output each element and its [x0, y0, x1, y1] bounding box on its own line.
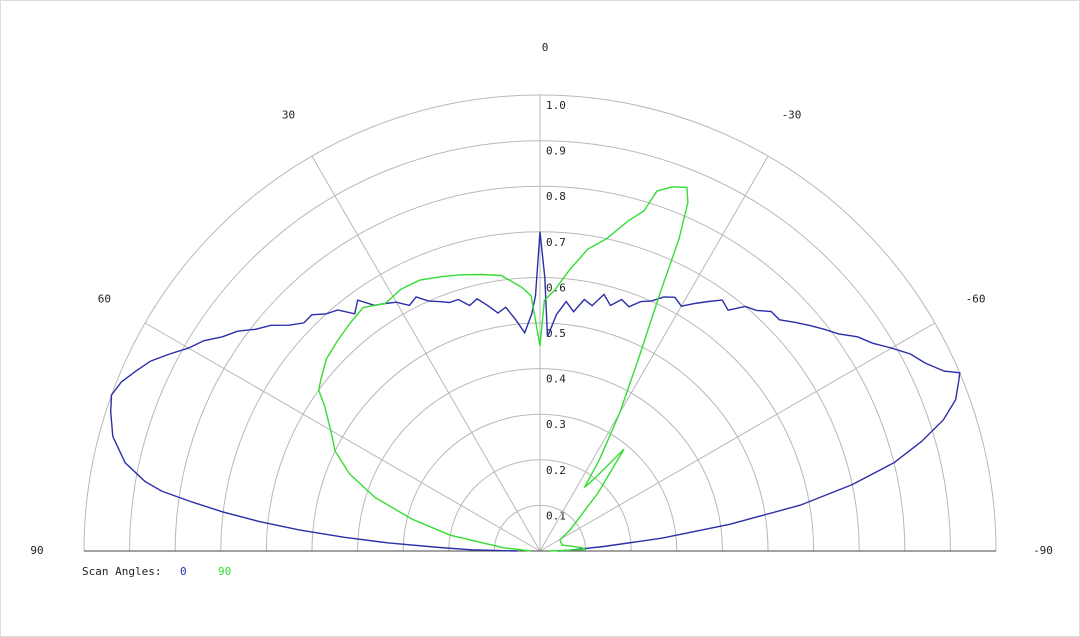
- series-line: [109, 231, 961, 552]
- legend-title: Scan Angles:: [82, 565, 161, 578]
- r-tick-label: 0.2: [546, 464, 566, 477]
- r-tick-label: 0.3: [546, 418, 566, 431]
- theta-tick-label: -30: [782, 108, 802, 121]
- theta-tick-label: -90: [1033, 544, 1053, 557]
- r-tick-label: 0.4: [546, 373, 566, 386]
- theta-tick-label: 60: [98, 293, 111, 306]
- theta-tick-label: 30: [282, 108, 295, 121]
- series-line: [317, 186, 689, 552]
- theta-tick-label: -60: [966, 293, 986, 306]
- grid-spoke: [539, 155, 769, 552]
- legend-entry: 90: [218, 565, 231, 578]
- r-tick-label: 1.0: [546, 99, 566, 112]
- r-tick-label: 0.8: [546, 190, 566, 203]
- theta-tick-label: 0: [542, 41, 549, 54]
- grid-spoke: [311, 155, 541, 552]
- r-tick-label: 0.5: [546, 327, 566, 340]
- r-tick-label: 0.7: [546, 236, 566, 249]
- legend-entry: 0: [180, 565, 187, 578]
- grid-spoke: [144, 322, 541, 552]
- r-tick-label: 0.9: [546, 145, 566, 158]
- r-tick-label: 0.1: [546, 509, 566, 522]
- theta-tick-label: 90: [30, 544, 43, 557]
- grid-spoke: [539, 322, 936, 552]
